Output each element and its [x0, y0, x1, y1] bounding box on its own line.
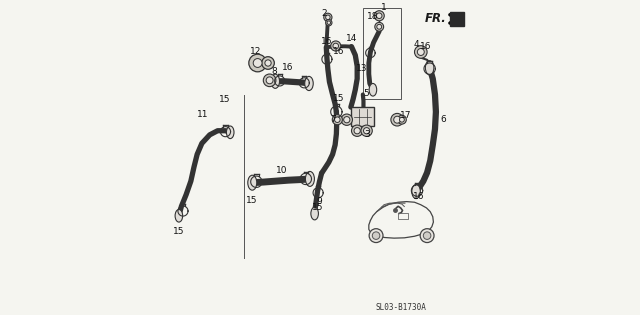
Circle shape [333, 43, 339, 49]
Circle shape [253, 59, 262, 67]
Circle shape [375, 22, 383, 31]
Circle shape [376, 13, 382, 19]
Text: 15: 15 [333, 94, 344, 103]
Circle shape [394, 116, 401, 123]
Text: 6: 6 [440, 115, 446, 124]
Ellipse shape [305, 171, 314, 186]
Bar [364, 8, 401, 99]
Text: FR.: FR. [425, 12, 447, 26]
Bar [351, 107, 374, 126]
Circle shape [263, 74, 276, 87]
Polygon shape [450, 12, 464, 26]
Circle shape [354, 128, 360, 134]
Circle shape [415, 46, 427, 58]
Circle shape [423, 232, 431, 239]
Circle shape [324, 13, 332, 21]
Text: 16: 16 [420, 42, 431, 51]
Text: 14: 14 [346, 34, 357, 43]
Ellipse shape [248, 175, 257, 190]
Text: 15: 15 [219, 95, 230, 104]
Ellipse shape [369, 83, 377, 96]
Circle shape [369, 229, 383, 243]
Text: 16: 16 [333, 48, 344, 56]
Circle shape [372, 232, 380, 239]
Circle shape [420, 229, 434, 243]
Circle shape [341, 114, 353, 125]
Text: 10: 10 [276, 166, 288, 175]
Circle shape [331, 41, 340, 51]
Circle shape [266, 77, 273, 84]
Text: 5: 5 [363, 89, 369, 98]
Circle shape [326, 20, 332, 26]
Text: 7: 7 [330, 115, 335, 123]
Circle shape [344, 117, 350, 123]
Circle shape [374, 11, 384, 21]
Circle shape [249, 54, 266, 72]
Text: 11: 11 [197, 111, 209, 119]
Text: 8: 8 [271, 67, 277, 76]
Text: 1: 1 [381, 3, 387, 12]
Ellipse shape [305, 77, 313, 91]
Circle shape [364, 128, 370, 134]
Text: 15: 15 [246, 197, 258, 205]
Text: SL03-B1730A: SL03-B1730A [376, 303, 427, 312]
Circle shape [332, 115, 342, 125]
Circle shape [351, 125, 363, 136]
Circle shape [377, 24, 381, 29]
Ellipse shape [175, 209, 182, 222]
Circle shape [397, 115, 406, 124]
Text: 2: 2 [321, 9, 326, 18]
Text: 15: 15 [173, 227, 184, 236]
Text: 9: 9 [317, 197, 323, 206]
Ellipse shape [426, 60, 434, 75]
Text: 3: 3 [364, 130, 370, 139]
Ellipse shape [271, 74, 280, 88]
Ellipse shape [311, 207, 319, 220]
Circle shape [361, 125, 372, 136]
Text: 12: 12 [250, 48, 261, 56]
Circle shape [327, 21, 330, 25]
Text: 4: 4 [413, 40, 419, 49]
Text: 13: 13 [356, 64, 367, 73]
Ellipse shape [412, 184, 420, 198]
Text: 16: 16 [282, 63, 294, 72]
Circle shape [262, 57, 275, 69]
Text: 16: 16 [413, 192, 424, 201]
Circle shape [265, 60, 271, 66]
Circle shape [399, 117, 404, 122]
Circle shape [335, 117, 340, 123]
Circle shape [326, 15, 330, 20]
Text: 18: 18 [367, 12, 379, 21]
Text: 15: 15 [312, 203, 324, 212]
Circle shape [391, 113, 403, 126]
Text: 17: 17 [400, 112, 412, 120]
Ellipse shape [227, 126, 234, 139]
Circle shape [417, 49, 424, 55]
Text: 16: 16 [321, 37, 333, 46]
